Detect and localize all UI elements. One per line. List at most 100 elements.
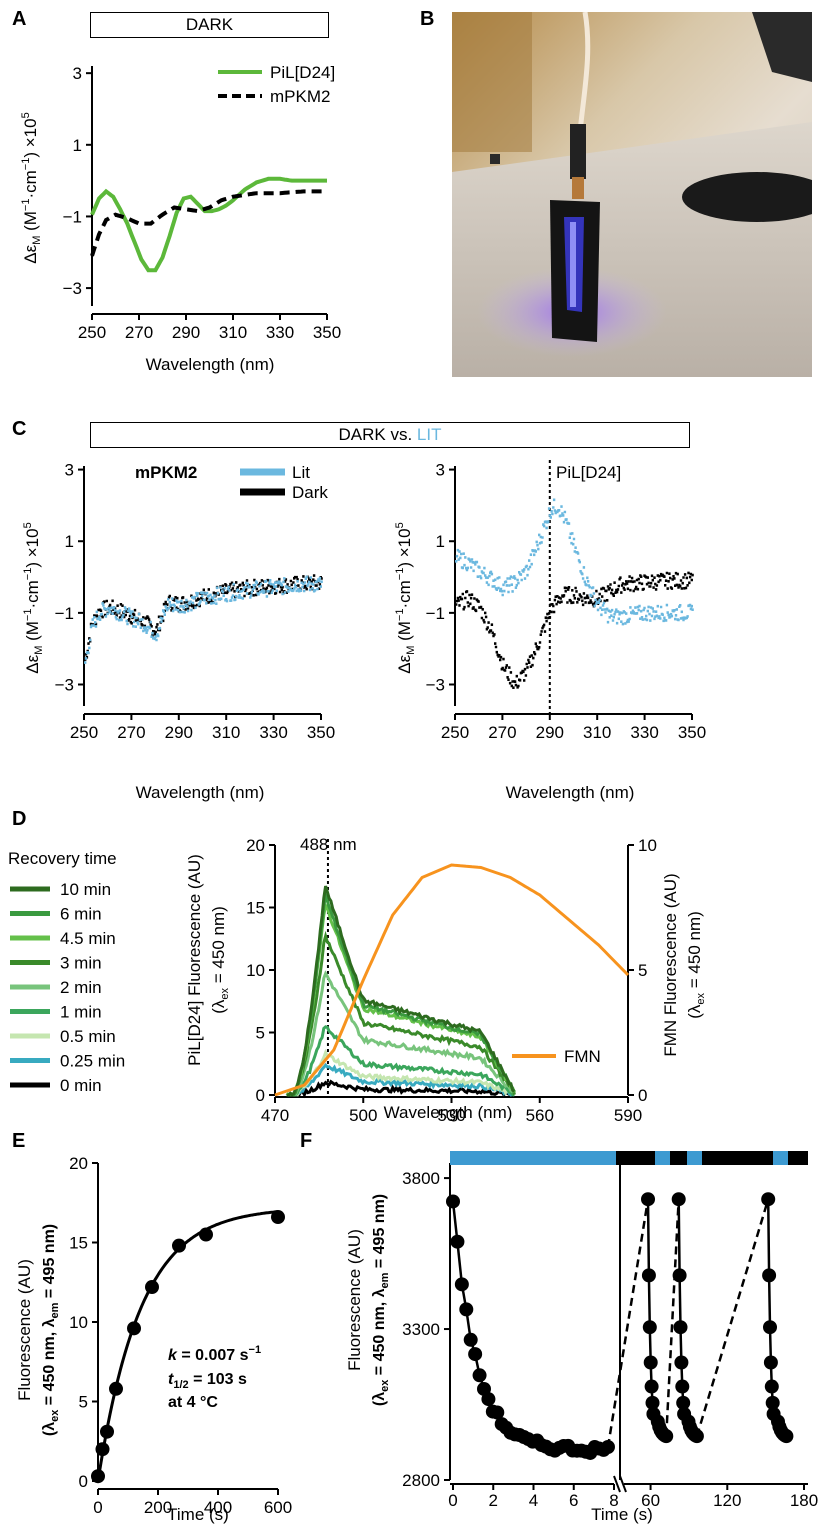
chart-f-xtick-label: 4 (529, 1491, 538, 1510)
chart-e-point (100, 1424, 114, 1439)
chart-f-decay-line (451, 1201, 609, 1455)
banner-lit-label: LIT (416, 425, 442, 444)
annotation-488nm: 488 nm (300, 835, 357, 854)
banner-dark-label: DARK (185, 15, 234, 34)
legend-label-mpkm2: mPKM2 (270, 87, 330, 106)
chart-f-point (642, 1320, 657, 1335)
chart-f-ylabel: Fluorescence (AU) (345, 1229, 364, 1371)
chart-e-xtick-label: 200 (144, 1498, 172, 1517)
legend-label-recovery: 0 min (60, 1076, 102, 1095)
chart-a-xtick-label: 250 (78, 323, 106, 342)
chart-f-xtick-label: 0 (448, 1491, 457, 1510)
chart-e-ytick-label: 15 (69, 1234, 88, 1253)
chart-e-point (271, 1210, 285, 1225)
chart-a-xtick-label: 270 (125, 323, 153, 342)
chart-f-ytick-label: 3300 (402, 1320, 440, 1339)
annotation-k: k = 0.007 s−1 (168, 1344, 261, 1364)
chart-d-ylabel-sub: (λex = 450 nm) (209, 906, 231, 1014)
chart-f-point (673, 1320, 688, 1335)
chart-f-point (674, 1355, 689, 1370)
chart-c-mpkm2-xtick-label: 330 (259, 723, 287, 742)
legend-label-dark: Dark (292, 483, 328, 502)
chart-d-ylabel2: FMN Fluorescence (AU) (661, 873, 680, 1056)
chart-f-point (764, 1379, 779, 1394)
chart-f-point (676, 1395, 691, 1410)
chart-d-series-3-min (285, 930, 516, 1097)
chart-c-pil-xtick-label: 250 (441, 723, 469, 742)
chart-d-ytick-label: 5 (256, 1024, 265, 1043)
chart-c-mpkm2-xtick-label: 270 (117, 723, 145, 742)
chart-c-mpkm2-ytick-label: 1 (65, 532, 74, 551)
chart-d-series-10-min (286, 885, 516, 1097)
chart-d-series-2-min (286, 970, 515, 1097)
chart-a-xtick-label: 350 (313, 323, 341, 342)
chart-c-mpkm2-title: mPKM2 (135, 463, 197, 482)
chart-d-y2tick-label: 0 (638, 1086, 647, 1105)
chart-f-point (763, 1355, 778, 1370)
chart-f-ytick-label: 2800 (402, 1471, 440, 1490)
chart-c-pil-series-lit (455, 498, 694, 626)
panel-label-b: B (420, 8, 435, 30)
chart-d-xtick-label: 470 (261, 1106, 289, 1125)
chart-d-xtick-label: 530 (437, 1106, 465, 1125)
chart-d-ylabel: PiL[D24] Fluorescence (AU) (185, 854, 204, 1066)
chart-f-axis-break (613, 1475, 621, 1493)
chart-f-dashed-link (606, 1199, 650, 1448)
chart-c-pil-xtick-label: 330 (630, 723, 658, 742)
chart-e-xtick-label: 400 (204, 1498, 232, 1517)
chart-e-point (91, 1469, 105, 1484)
cuvette-photo (452, 12, 812, 377)
chart-f-xtick-label: 60 (641, 1491, 660, 1510)
legend-label-pil: PiL[D24] (270, 63, 335, 82)
chart-c-mpkm2-xtick-label: 250 (70, 723, 98, 742)
chart-e-xlabel: Time (s) (167, 1505, 229, 1524)
chart-f-xtick-label: 8 (609, 1491, 618, 1510)
chart-c-mpkm2-ylabel: ΔεM (M−1·cm−1) ×105 (22, 522, 45, 673)
annotation-temp: at 4 °C (168, 1394, 218, 1411)
chart-e-point (199, 1227, 213, 1242)
legend-label-recovery: 0.5 min (60, 1027, 116, 1046)
chart-e-ytick-label: 20 (69, 1154, 88, 1173)
chart-d-ytick-label: 15 (246, 899, 265, 918)
light-bar-pulse (687, 1151, 702, 1165)
light-bar-on (450, 1151, 616, 1165)
chart-e-ylabel-sub: (λex = 450 nm, λem = 495 nm) (41, 1224, 61, 1436)
chart-a-series-mpkm2 (90, 189, 327, 257)
chart-f-point (763, 1320, 777, 1335)
chart-d-series-fmn (274, 863, 630, 1097)
chart-c-mpkm2-xlabel: Wavelength (nm) (136, 783, 265, 802)
chart-f-xtick-label: 180 (790, 1491, 818, 1510)
chart-a-ytick-label: 3 (73, 64, 82, 83)
cuvette-photo-drawing (452, 12, 812, 377)
chart-f-point (490, 1405, 505, 1420)
legend-label-recovery: 10 min (60, 880, 111, 899)
chart-d-series-0-5-min (286, 1048, 516, 1097)
panel-label-f: F (300, 1130, 313, 1152)
chart-f-xtick-label: 120 (713, 1491, 741, 1510)
chart-f-ytick-label: 3800 (402, 1169, 440, 1188)
chart-f-point (468, 1347, 483, 1362)
chart-e-fit-curve (96, 1210, 279, 1482)
chart-d-xtick-label: 560 (526, 1106, 554, 1125)
chart-f-dashed-link (695, 1198, 770, 1437)
chart-f-point (765, 1395, 780, 1410)
chart-f-point (645, 1395, 660, 1410)
chart-c-pil-series-dark (455, 571, 694, 689)
chart-a-ytick-label: −3 (63, 279, 82, 298)
legend-label-recovery: 6 min (60, 905, 102, 924)
chart-f-point (463, 1332, 478, 1347)
chart-e-xtick-label: 600 (264, 1498, 292, 1517)
chart-d-ylabel2-sub: (λex = 450 nm) (685, 911, 707, 1019)
chart-f-dashed-link (664, 1199, 680, 1437)
chart-c-mpkm2-series-lit (84, 575, 323, 664)
chart-d-ytick-label: 10 (246, 961, 265, 980)
chart-c-mpkm2-xtick-label: 350 (307, 723, 335, 742)
chart-f-ylabel-sub: (λex = 450 nm, λem = 495 nm) (371, 1194, 391, 1406)
chart-d-xtick-label: 500 (349, 1106, 377, 1125)
chart-d-series-1-min (286, 1025, 515, 1097)
